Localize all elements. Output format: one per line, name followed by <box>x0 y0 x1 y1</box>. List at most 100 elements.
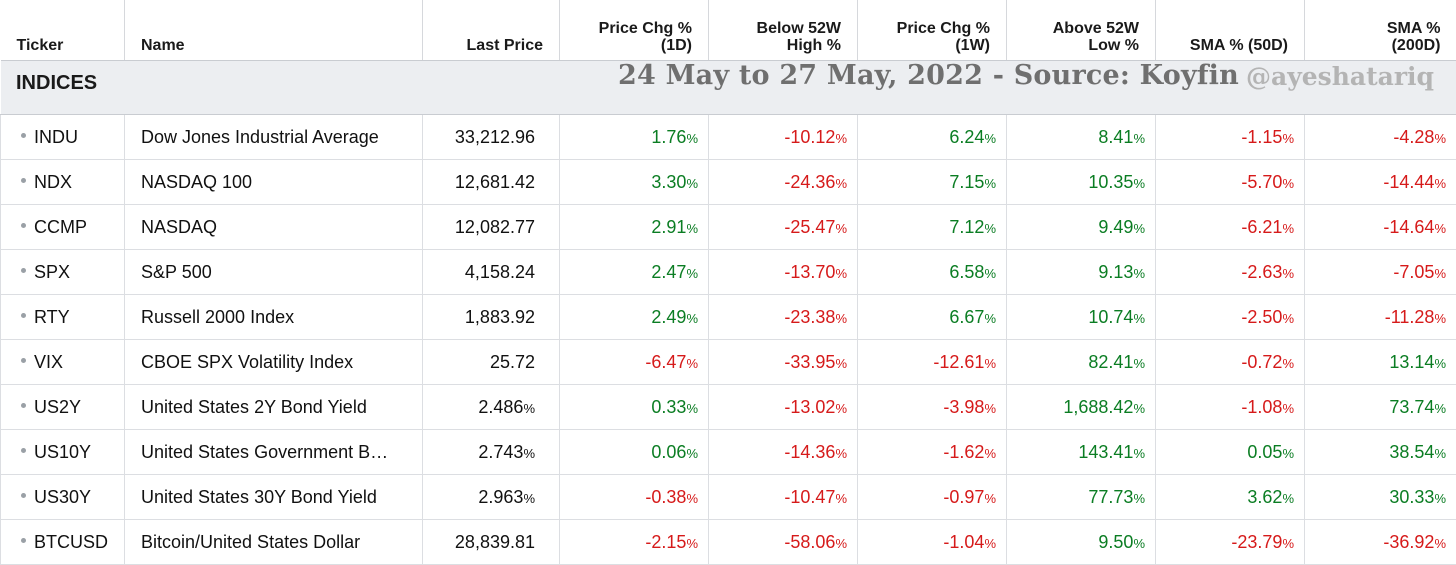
percent-unit: % <box>523 401 535 416</box>
below-52w-high-cell: -58.06% <box>709 520 858 565</box>
percent-unit: % <box>1282 221 1294 236</box>
ticker-cell[interactable]: BTCUSD <box>1 520 125 565</box>
ticker-cell[interactable]: CCMP <box>1 205 125 250</box>
column-header-price-chg-1d[interactable]: Price Chg %(1D) <box>560 0 709 61</box>
percent-unit: % <box>984 221 996 236</box>
above-52w-low-value: 82.41 <box>1088 352 1133 372</box>
sma-50d-cell: -2.63% <box>1156 250 1305 295</box>
sma-200d-value: -7.05 <box>1393 262 1434 282</box>
sma-50d-cell: 3.62% <box>1156 475 1305 520</box>
price-chg-1d-cell: 0.33% <box>560 385 709 430</box>
last-price-value: 1,883.92 <box>465 307 535 327</box>
price-chg-1w-value: -1.62 <box>943 442 984 462</box>
percent-unit: % <box>1434 221 1446 236</box>
sma-200d-cell: -7.05% <box>1305 250 1456 295</box>
ticker-symbol: US10Y <box>34 442 91 462</box>
last-price-cell: 33,212.96 <box>423 115 560 160</box>
sma-50d-cell: -6.21% <box>1156 205 1305 250</box>
bullet-icon <box>21 538 26 543</box>
ticker-cell[interactable]: SPX <box>1 250 125 295</box>
price-chg-1d-value: 3.30 <box>651 172 686 192</box>
ticker-cell[interactable]: NDX <box>1 160 125 205</box>
bullet-icon <box>21 358 26 363</box>
ticker-cell[interactable]: US30Y <box>1 475 125 520</box>
column-header-line2: Last Price <box>467 37 543 54</box>
bullet-icon <box>21 268 26 273</box>
ticker-cell[interactable]: INDU <box>1 115 125 160</box>
column-header-name[interactable]: Name <box>125 0 423 61</box>
sma-50d-value: -1.08 <box>1241 397 1282 417</box>
sma-50d-value: -0.72 <box>1241 352 1282 372</box>
price-chg-1w-cell: 7.12% <box>858 205 1007 250</box>
percent-unit: % <box>835 446 847 461</box>
price-chg-1w-cell: -12.61% <box>858 340 1007 385</box>
percent-unit: % <box>686 356 698 371</box>
percent-unit: % <box>835 401 847 416</box>
instrument-name: United States Government B… <box>125 430 423 475</box>
column-header-line2: Low % <box>1088 37 1139 54</box>
price-chg-1w-cell: -1.62% <box>858 430 1007 475</box>
column-header-last-price[interactable]: Last Price <box>423 0 560 61</box>
bullet-icon <box>21 493 26 498</box>
column-header-sma-50d[interactable]: SMA % (50D) <box>1156 0 1305 61</box>
last-price-value: 2.486 <box>478 397 523 417</box>
price-chg-1d-value: 1.76 <box>651 127 686 147</box>
last-price-cell: 2.486% <box>423 385 560 430</box>
percent-unit: % <box>984 266 996 281</box>
sma-200d-value: -11.28 <box>1385 307 1435 327</box>
percent-unit: % <box>984 356 996 371</box>
ticker-cell[interactable]: VIX <box>1 340 125 385</box>
percent-unit: % <box>1133 491 1145 506</box>
ticker-cell[interactable]: US2Y <box>1 385 125 430</box>
price-chg-1w-cell: -1.04% <box>858 520 1007 565</box>
sma-200d-cell: 73.74% <box>1305 385 1456 430</box>
below-52w-high-value: -13.70 <box>784 262 835 282</box>
last-price-value: 12,681.42 <box>455 172 535 192</box>
above-52w-low-cell: 9.13% <box>1007 250 1156 295</box>
last-price-value: 2.963 <box>478 487 523 507</box>
column-header-sma-200d[interactable]: SMA %(200D) <box>1305 0 1456 61</box>
column-header-line2: SMA % (50D) <box>1190 37 1288 54</box>
sma-200d-cell: -36.92% <box>1305 520 1456 565</box>
sma-200d-value: -36.92 <box>1383 532 1434 552</box>
price-chg-1d-value: -6.47 <box>645 352 686 372</box>
ticker-cell[interactable]: RTY <box>1 295 125 340</box>
last-price-cell: 2.743% <box>423 430 560 475</box>
price-chg-1d-cell: 0.06% <box>560 430 709 475</box>
bullet-icon <box>21 223 26 228</box>
above-52w-low-cell: 9.49% <box>1007 205 1156 250</box>
column-header-price-chg-1w[interactable]: Price Chg %(1W) <box>858 0 1007 61</box>
group-label-indices[interactable]: INDICES <box>16 72 97 95</box>
percent-unit: % <box>1133 536 1145 551</box>
column-header-ticker[interactable]: Ticker <box>1 0 125 61</box>
percent-unit: % <box>1434 131 1446 146</box>
percent-unit: % <box>686 446 698 461</box>
price-chg-1w-value: -3.98 <box>943 397 984 417</box>
percent-unit: % <box>1133 401 1145 416</box>
percent-unit: % <box>1282 401 1294 416</box>
last-price-value: 12,082.77 <box>455 217 535 237</box>
percent-unit: % <box>835 536 847 551</box>
ticker-cell[interactable]: US10Y <box>1 430 125 475</box>
column-header-line1: Price Chg % <box>599 20 692 37</box>
below-52w-high-cell: -14.36% <box>709 430 858 475</box>
below-52w-high-value: -23.38 <box>784 307 835 327</box>
price-chg-1d-value: -0.38 <box>645 487 686 507</box>
percent-unit: % <box>686 221 698 236</box>
last-price-value: 2.743 <box>478 442 523 462</box>
sma-200d-value: 13.14 <box>1389 352 1434 372</box>
sma-50d-value: -23.79 <box>1231 532 1282 552</box>
sma-50d-value: -5.70 <box>1241 172 1282 192</box>
